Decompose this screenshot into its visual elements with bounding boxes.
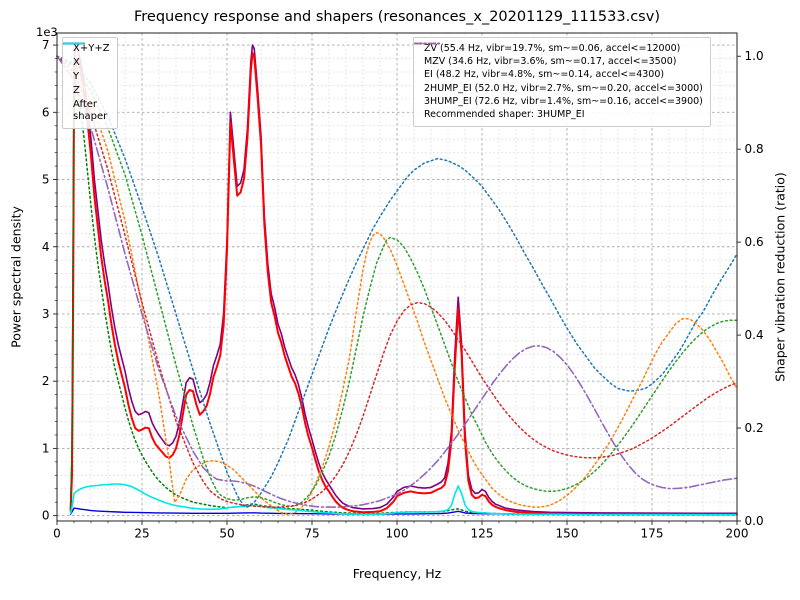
y-left-tick-label: 1 — [42, 441, 50, 455]
series-after-shaper-line — [69, 483, 738, 516]
y-right-tick-label: 0.4 — [745, 328, 764, 342]
y-right-tick-label: 0.2 — [745, 421, 764, 435]
y-left-tick-label: 0 — [42, 509, 50, 523]
x-tick-label: 50 — [219, 527, 234, 541]
legend-label: After shaper — [73, 98, 108, 123]
y-left-tick-label: 7 — [42, 38, 50, 52]
x-tick-label: 75 — [304, 527, 319, 541]
legend-label: ZV (55.4 Hz, vibr=19.7%, sm~=0.06, accel… — [424, 42, 681, 54]
y-left-tick-label: 6 — [42, 105, 50, 119]
y-right-tick-label: 0.8 — [745, 142, 764, 156]
legend-label: MZV (34.6 Hz, vibr=3.6%, sm~=0.17, accel… — [424, 55, 677, 67]
legend-entry: Z — [63, 42, 110, 98]
legend-line-sample — [63, 42, 85, 45]
series-shaper-3hump-ei-line — [56, 55, 738, 508]
legend-entry: 3HUMP_EI (72.6 Hz, vibr=1.4%, sm~=0.16, … — [414, 42, 703, 108]
y-right-tick-label: 0.6 — [745, 235, 764, 249]
x-tick-label: 25 — [134, 527, 149, 541]
chart-title: Frequency response and shapers (resonanc… — [134, 9, 660, 25]
series-shaper-ei-line — [56, 55, 738, 507]
legend-entry: ZV (55.4 Hz, vibr=19.7%, sm~=0.06, accel… — [414, 42, 703, 55]
y-right-tick-label: 1.0 — [745, 49, 764, 63]
x-axis-label: Frequency, Hz — [352, 566, 442, 581]
series-shaper-2hump-ei-line — [56, 55, 738, 508]
y-axis-label-left: Power spectral density — [8, 206, 24, 348]
axis-ticks: 0 25 50 75 100 125 150 175 200 0 1 2 3 4 5 6 7 0.0 0.2 0.4 0… — [42, 38, 764, 540]
y-right-tick-label: 0.0 — [745, 514, 764, 528]
legend-entry: 2HUMP_EI (52.0 Hz, vibr=2.7%, sm~=0.20, … — [414, 42, 703, 95]
legend-label: Recommended shaper: 3HUMP_EI — [424, 109, 585, 121]
legend-entry: After shaper — [63, 42, 110, 124]
x-tick-label: 150 — [556, 527, 579, 541]
legend-label: EI (48.2 Hz, vibr=4.8%, sm~=0.14, accel<… — [424, 69, 665, 81]
legend-shapers: ZV (55.4 Hz, vibr=19.7%, sm~=0.06, accel… — [413, 37, 711, 127]
y-left-tick-label: 4 — [42, 240, 50, 254]
legend-psd: X+Y+Z X Y Z After shaper — [62, 37, 118, 129]
y-left-tick-label: 2 — [42, 374, 50, 388]
legend-entry: MZV (34.6 Hz, vibr=3.6%, sm~=0.17, accel… — [414, 42, 703, 68]
x-tick-label: 175 — [641, 527, 664, 541]
legend-label: Z — [73, 84, 80, 96]
axis-multiplier-label: 1e3 — [36, 25, 58, 39]
legend-entry: Recommended shaper: 3HUMP_EI — [419, 109, 703, 121]
series — [56, 44, 738, 516]
legend-label: Y — [73, 70, 80, 82]
legend-entry: Y — [63, 42, 110, 84]
y-axis-label-right: Shaper vibration reduction (ratio) — [772, 172, 788, 382]
x-tick-label: 0 — [53, 527, 61, 541]
legend-label: 2HUMP_EI (52.0 Hz, vibr=2.7%, sm~=0.20, … — [424, 82, 703, 94]
legend-label: X — [73, 56, 80, 68]
legend-blank-sample — [414, 38, 440, 49]
series-shaper-mzv-line — [56, 55, 738, 516]
legend-entry: X — [63, 42, 110, 70]
legend-line-sample — [414, 42, 440, 45]
y-left-tick-label: 5 — [42, 173, 50, 187]
legend-label: X+Y+Z — [73, 42, 110, 54]
legend-entry: EI (48.2 Hz, vibr=4.8%, sm~=0.14, accel<… — [414, 42, 703, 81]
series-psd-x-line — [69, 52, 738, 516]
y-left-tick-label: 3 — [42, 307, 50, 321]
x-tick-label: 125 — [471, 527, 494, 541]
legend-label: 3HUMP_EI (72.6 Hz, vibr=1.4%, sm~=0.16, … — [424, 96, 703, 107]
x-tick-label: 100 — [386, 527, 409, 541]
x-tick-label: 200 — [726, 527, 749, 541]
